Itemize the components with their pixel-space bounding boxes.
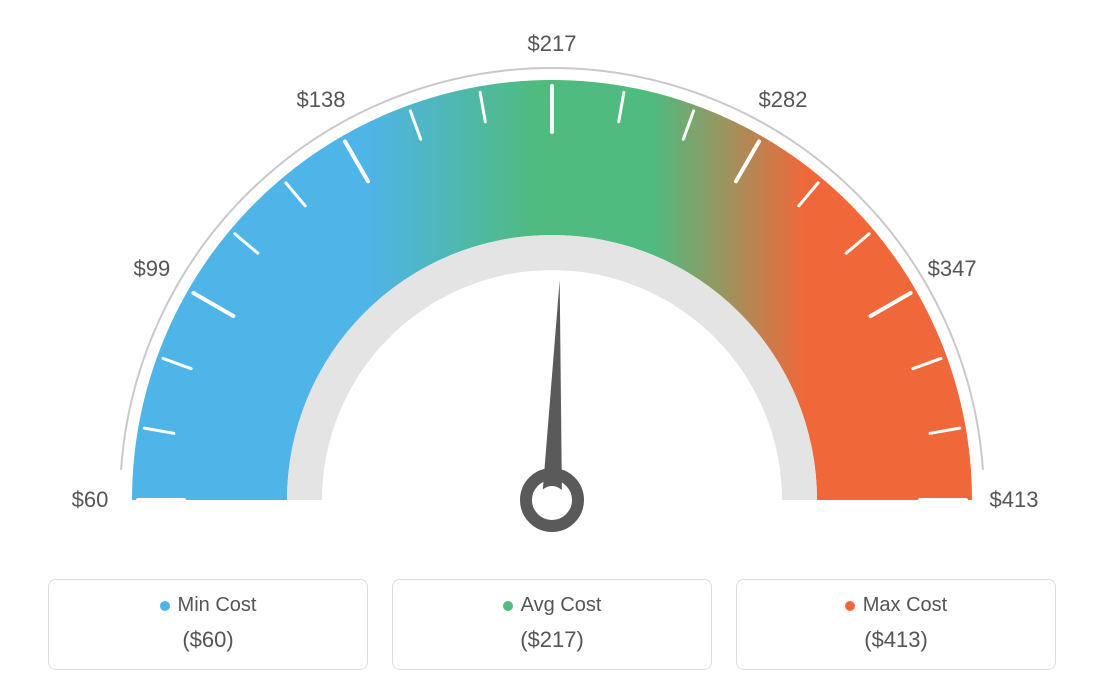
- dot-icon: [503, 601, 513, 611]
- dot-icon: [160, 601, 170, 611]
- legend: Min Cost ($60) Avg Cost ($217) Max Cost …: [0, 579, 1104, 670]
- legend-min-label-row: Min Cost: [160, 594, 257, 617]
- gauge-tick-label: $138: [297, 87, 346, 113]
- cost-gauge: $60 $99 $138 $217 $282 $347 $413: [0, 0, 1104, 560]
- gauge-tick-label: $217: [528, 31, 577, 57]
- legend-max-value: ($413): [737, 627, 1055, 653]
- legend-max: Max Cost ($413): [736, 579, 1056, 670]
- gauge-tick-label: $99: [134, 256, 171, 282]
- legend-max-label: Max Cost: [863, 594, 947, 617]
- gauge-tick-label: $60: [72, 487, 109, 513]
- legend-min-value: ($60): [49, 627, 367, 653]
- gauge-tick-label: $282: [759, 87, 808, 113]
- gauge-tick-label: $413: [990, 487, 1039, 513]
- legend-avg: Avg Cost ($217): [392, 579, 712, 670]
- legend-avg-label: Avg Cost: [521, 594, 602, 617]
- legend-min: Min Cost ($60): [48, 579, 368, 670]
- legend-avg-label-row: Avg Cost: [503, 594, 602, 617]
- legend-min-label: Min Cost: [178, 594, 257, 617]
- gauge-tick-label: $347: [928, 256, 977, 282]
- dot-icon: [845, 601, 855, 611]
- legend-max-label-row: Max Cost: [845, 594, 947, 617]
- legend-avg-value: ($217): [393, 627, 711, 653]
